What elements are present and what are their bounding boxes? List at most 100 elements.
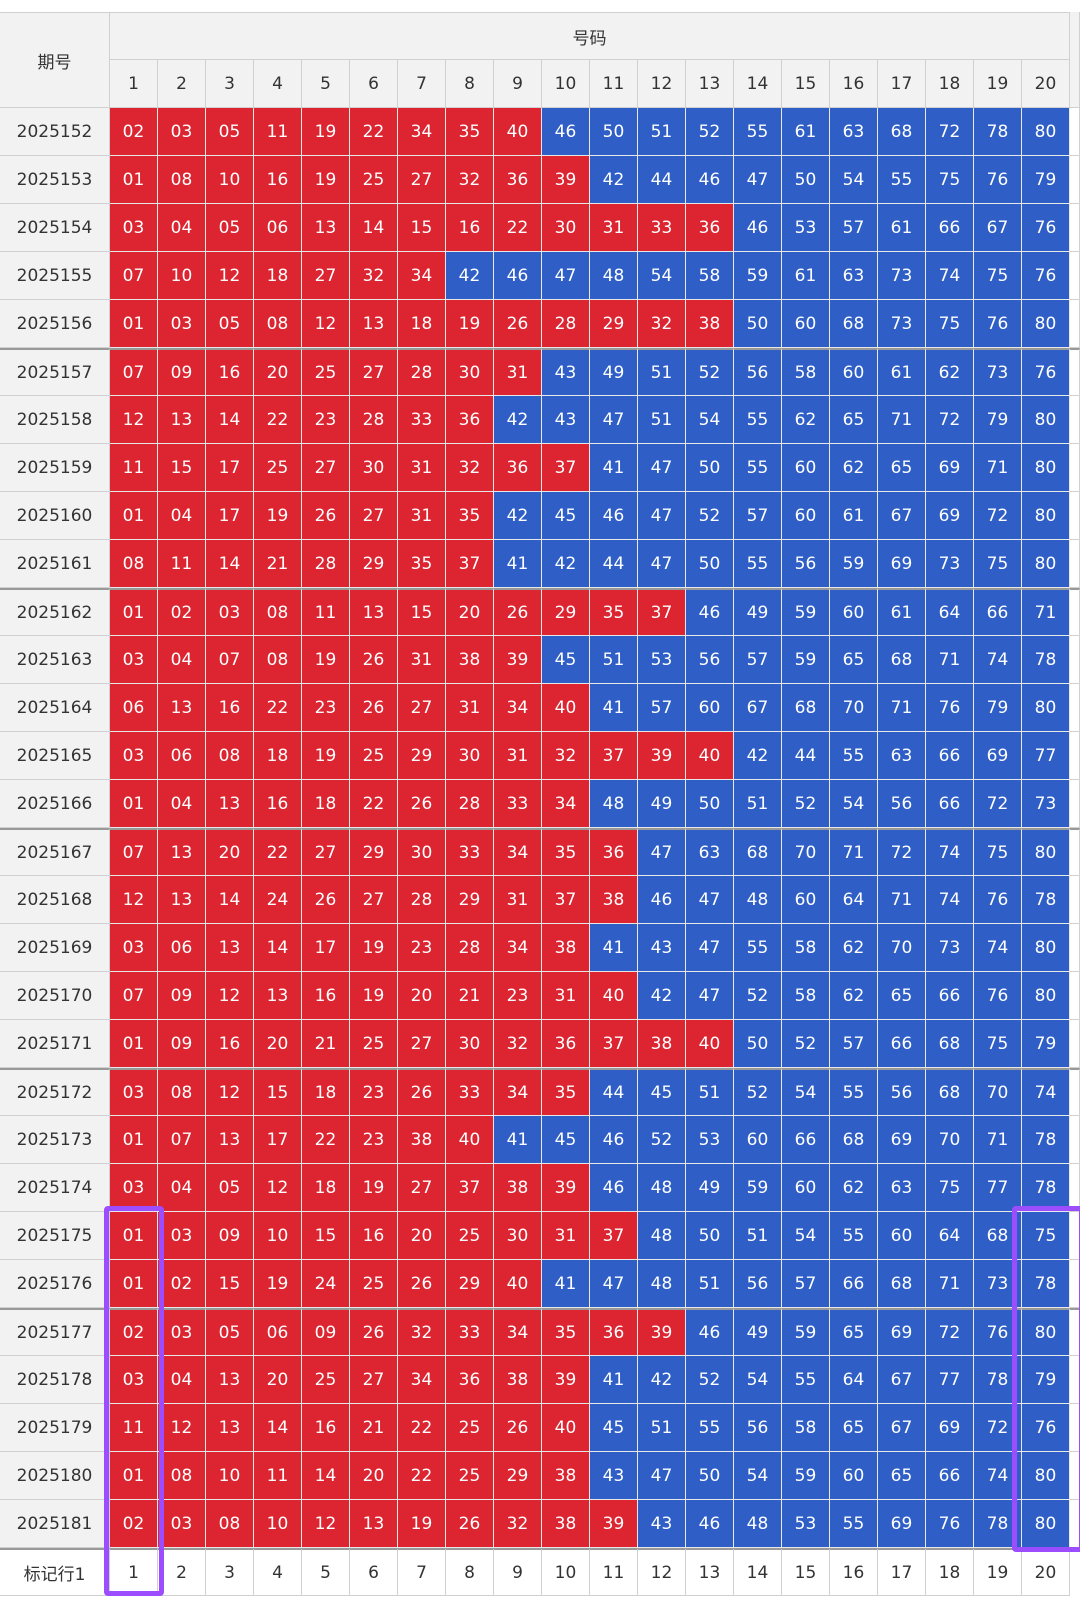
cut-cell [1070,876,1080,924]
number-cell: 78 [1022,1260,1070,1308]
number-cell: 25 [446,1404,494,1452]
number-cell: 13 [206,1116,254,1164]
number-cell: 75 [926,156,974,204]
period-cell: 2025154 [0,204,110,252]
number-cell: 68 [830,300,878,348]
number-cell: 20 [254,1020,302,1068]
number-cell: 01 [110,1212,158,1260]
number-cell: 29 [494,1452,542,1500]
number-cell: 65 [878,972,926,1020]
number-cell: 72 [926,396,974,444]
number-cell: 31 [398,492,446,540]
period-cell: 2025170 [0,972,110,1020]
number-cell: 80 [1022,1500,1070,1548]
number-cell: 17 [206,444,254,492]
period-cell: 2025166 [0,780,110,828]
number-cell: 31 [494,348,542,396]
number-cell: 42 [638,1356,686,1404]
number-cell: 49 [734,588,782,636]
number-cell: 72 [878,828,926,876]
number-cell: 69 [926,492,974,540]
number-cell: 04 [158,780,206,828]
column-header: 11 [590,60,638,108]
number-cell: 74 [926,828,974,876]
number-cell: 29 [446,876,494,924]
number-cell: 03 [158,108,206,156]
number-cell: 49 [686,1164,734,1212]
number-cell: 31 [590,204,638,252]
number-cell: 25 [350,732,398,780]
cut-cell [1070,924,1080,972]
number-cell: 35 [590,588,638,636]
number-cell: 31 [398,636,446,684]
number-cell: 69 [878,540,926,588]
number-cell: 63 [878,732,926,780]
number-cell: 62 [926,348,974,396]
number-cell: 25 [350,1020,398,1068]
number-cell: 32 [446,444,494,492]
number-cell: 13 [206,1404,254,1452]
number-cell: 25 [350,1260,398,1308]
footer-cell: 20 [1022,1548,1070,1596]
number-cell: 59 [830,540,878,588]
number-cell: 10 [206,1452,254,1500]
number-cell: 02 [158,588,206,636]
footer-cell: 4 [254,1548,302,1596]
cut-cell [1070,1068,1080,1116]
number-cell: 04 [158,1356,206,1404]
number-cell: 41 [494,540,542,588]
number-cell: 34 [398,252,446,300]
number-cell: 28 [398,876,446,924]
number-cell: 19 [302,636,350,684]
number-cell: 62 [830,444,878,492]
number-cell: 18 [398,300,446,348]
number-cell: 80 [1022,924,1070,972]
number-cell: 43 [638,924,686,972]
number-cell: 25 [302,348,350,396]
number-cell: 79 [1022,1356,1070,1404]
number-cell: 32 [446,156,494,204]
number-cell: 16 [254,156,302,204]
number-cell: 06 [254,1308,302,1356]
footer-cell: 1 [110,1548,158,1596]
number-cell: 28 [398,348,446,396]
number-cell: 37 [638,588,686,636]
cut-cell [1070,108,1080,156]
number-cell: 74 [974,1452,1022,1500]
number-cell: 59 [782,588,830,636]
number-cell: 58 [782,1404,830,1452]
number-cell: 62 [830,972,878,1020]
number-cell: 22 [254,684,302,732]
number-cell: 73 [926,924,974,972]
number-cell: 03 [110,1356,158,1404]
number-cell: 06 [158,732,206,780]
column-header: 8 [446,60,494,108]
number-cell: 15 [398,204,446,252]
number-cell: 28 [542,300,590,348]
number-cell: 78 [1022,1164,1070,1212]
number-cell: 70 [926,1116,974,1164]
number-cell: 76 [974,156,1022,204]
number-cell: 31 [542,1212,590,1260]
number-cell: 37 [542,876,590,924]
number-cell: 42 [638,972,686,1020]
number-cell: 72 [974,492,1022,540]
number-cell: 66 [926,204,974,252]
number-cell: 80 [1022,444,1070,492]
number-cell: 62 [782,396,830,444]
number-cell: 48 [590,780,638,828]
number-cell: 34 [398,108,446,156]
number-cell: 13 [158,684,206,732]
footer-cell: 12 [638,1548,686,1596]
footer-cell: 18 [926,1548,974,1596]
number-cell: 20 [254,348,302,396]
number-cell: 59 [734,1164,782,1212]
number-cell: 41 [494,1116,542,1164]
number-cell: 60 [782,876,830,924]
number-cell: 27 [398,1020,446,1068]
number-cell: 20 [398,1212,446,1260]
period-cell: 2025167 [0,828,110,876]
number-cell: 55 [878,156,926,204]
number-cell: 50 [686,540,734,588]
number-cell: 54 [638,252,686,300]
